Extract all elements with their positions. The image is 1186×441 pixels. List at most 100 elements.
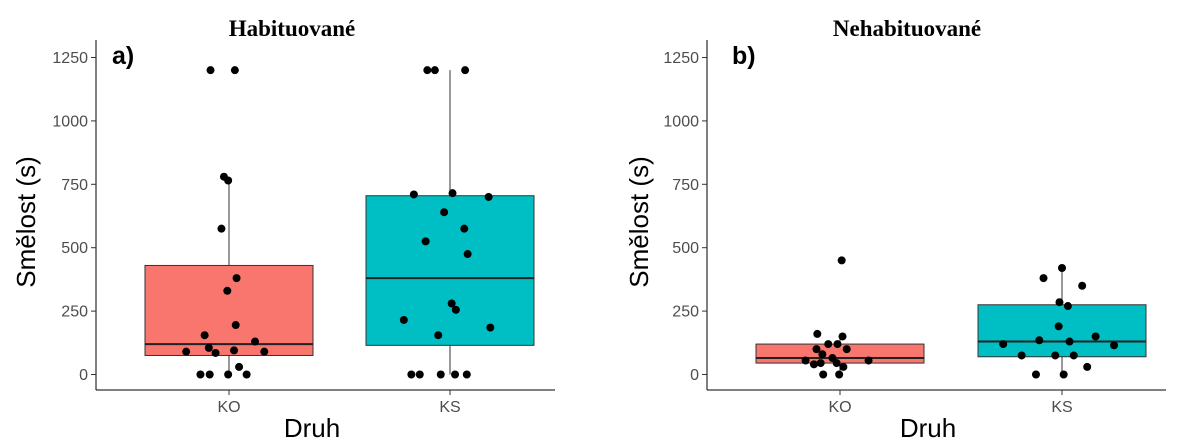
data-point (1051, 351, 1060, 360)
data-point (1083, 362, 1092, 371)
data-point (196, 370, 205, 379)
data-point (451, 305, 460, 314)
data-point (818, 350, 827, 359)
data-point (1065, 337, 1074, 346)
data-point (1031, 370, 1040, 379)
data-point (251, 337, 260, 346)
data-point (1069, 351, 1078, 360)
data-point (1063, 302, 1072, 311)
data-point (217, 224, 226, 233)
y-tick-label: 250 (672, 304, 699, 321)
box-ks (977, 304, 1147, 358)
data-point (809, 360, 818, 369)
data-point (448, 189, 457, 198)
data-point (842, 345, 851, 354)
plot-area: 0 250 500 750 1000 1250 KO KS (52, 40, 555, 416)
data-point (837, 256, 846, 265)
x-tick-label: KO (828, 399, 851, 416)
box-ko (144, 264, 314, 356)
data-point (1058, 263, 1066, 272)
panel-label: b) (732, 42, 756, 70)
data-point (205, 370, 214, 379)
data-point (462, 370, 471, 379)
y-tick-label: 1250 (663, 50, 699, 67)
chart-title: Habituované (229, 16, 356, 41)
data-point (200, 331, 209, 340)
y-tick-label: 0 (79, 367, 88, 384)
data-point (224, 370, 233, 379)
data-point (1055, 298, 1064, 307)
x-tick-label: KS (439, 399, 460, 416)
data-point (819, 370, 828, 379)
data-point (430, 66, 439, 75)
data-point (421, 237, 430, 246)
box-ks (365, 195, 535, 346)
panel-nehabituovane: Nehabituované b) Druh Smělost (s) 0 250 50… (624, 16, 1166, 441)
y-tick-label: 750 (672, 177, 699, 194)
data-point (813, 329, 822, 338)
data-point (1039, 274, 1048, 283)
data-point (223, 286, 232, 295)
data-point (1054, 322, 1063, 331)
data-point (1110, 341, 1119, 350)
data-point (415, 370, 424, 379)
data-point (224, 176, 233, 185)
x-axis-title: Druh (900, 413, 956, 441)
data-point (447, 299, 456, 308)
data-point (231, 321, 240, 330)
data-point (230, 346, 239, 355)
data-point (242, 370, 251, 379)
data-point (824, 340, 833, 349)
data-point (1059, 370, 1068, 379)
data-point (230, 66, 239, 75)
data-point (835, 370, 844, 379)
data-point (463, 250, 472, 259)
x-tick-label: KS (1051, 399, 1072, 416)
chart-title: Nehabituované (833, 16, 981, 41)
y-tick-label: 0 (690, 367, 699, 384)
data-point (801, 356, 810, 365)
panel-habituovane: Habituované a) Druh Smělost (s) 0 250 500 7… (11, 16, 555, 441)
data-point (460, 224, 469, 233)
y-axis-title: Smělost (s) (624, 156, 654, 287)
data-point (423, 66, 432, 75)
x-tick-label: KO (217, 399, 240, 416)
data-point (434, 331, 443, 340)
y-tick-label: 500 (672, 240, 699, 257)
y-tick-label: 750 (61, 177, 88, 194)
data-point (833, 340, 842, 349)
data-point (864, 356, 873, 365)
data-point (461, 66, 470, 75)
data-point (436, 370, 445, 379)
data-point (832, 359, 841, 368)
data-point (399, 315, 408, 324)
y-axis-title: Smělost (s) (11, 156, 41, 287)
data-point (182, 347, 191, 356)
x-axis-title: Druh (284, 413, 340, 441)
data-point (1035, 336, 1044, 345)
data-point (839, 362, 848, 371)
y-tick-label: 500 (61, 240, 88, 257)
data-point (838, 332, 847, 341)
data-point (484, 192, 493, 201)
panel-label: a) (112, 42, 134, 70)
data-point (235, 362, 244, 371)
data-point (999, 340, 1008, 349)
data-point (407, 370, 416, 379)
y-tick-label: 250 (61, 304, 88, 321)
data-point (486, 323, 495, 332)
data-point (206, 66, 215, 75)
data-point (232, 274, 241, 283)
data-point (204, 343, 213, 352)
data-point (1091, 332, 1100, 341)
data-point (260, 347, 269, 356)
data-point (451, 370, 460, 379)
y-tick-label: 1250 (52, 50, 88, 67)
data-point (409, 190, 418, 199)
data-point (1078, 281, 1087, 290)
data-point (440, 208, 449, 217)
data-point (816, 359, 825, 368)
y-tick-label: 1000 (52, 113, 88, 130)
plot-area: 0 250 500 750 1000 1250 KO KS (663, 40, 1166, 416)
